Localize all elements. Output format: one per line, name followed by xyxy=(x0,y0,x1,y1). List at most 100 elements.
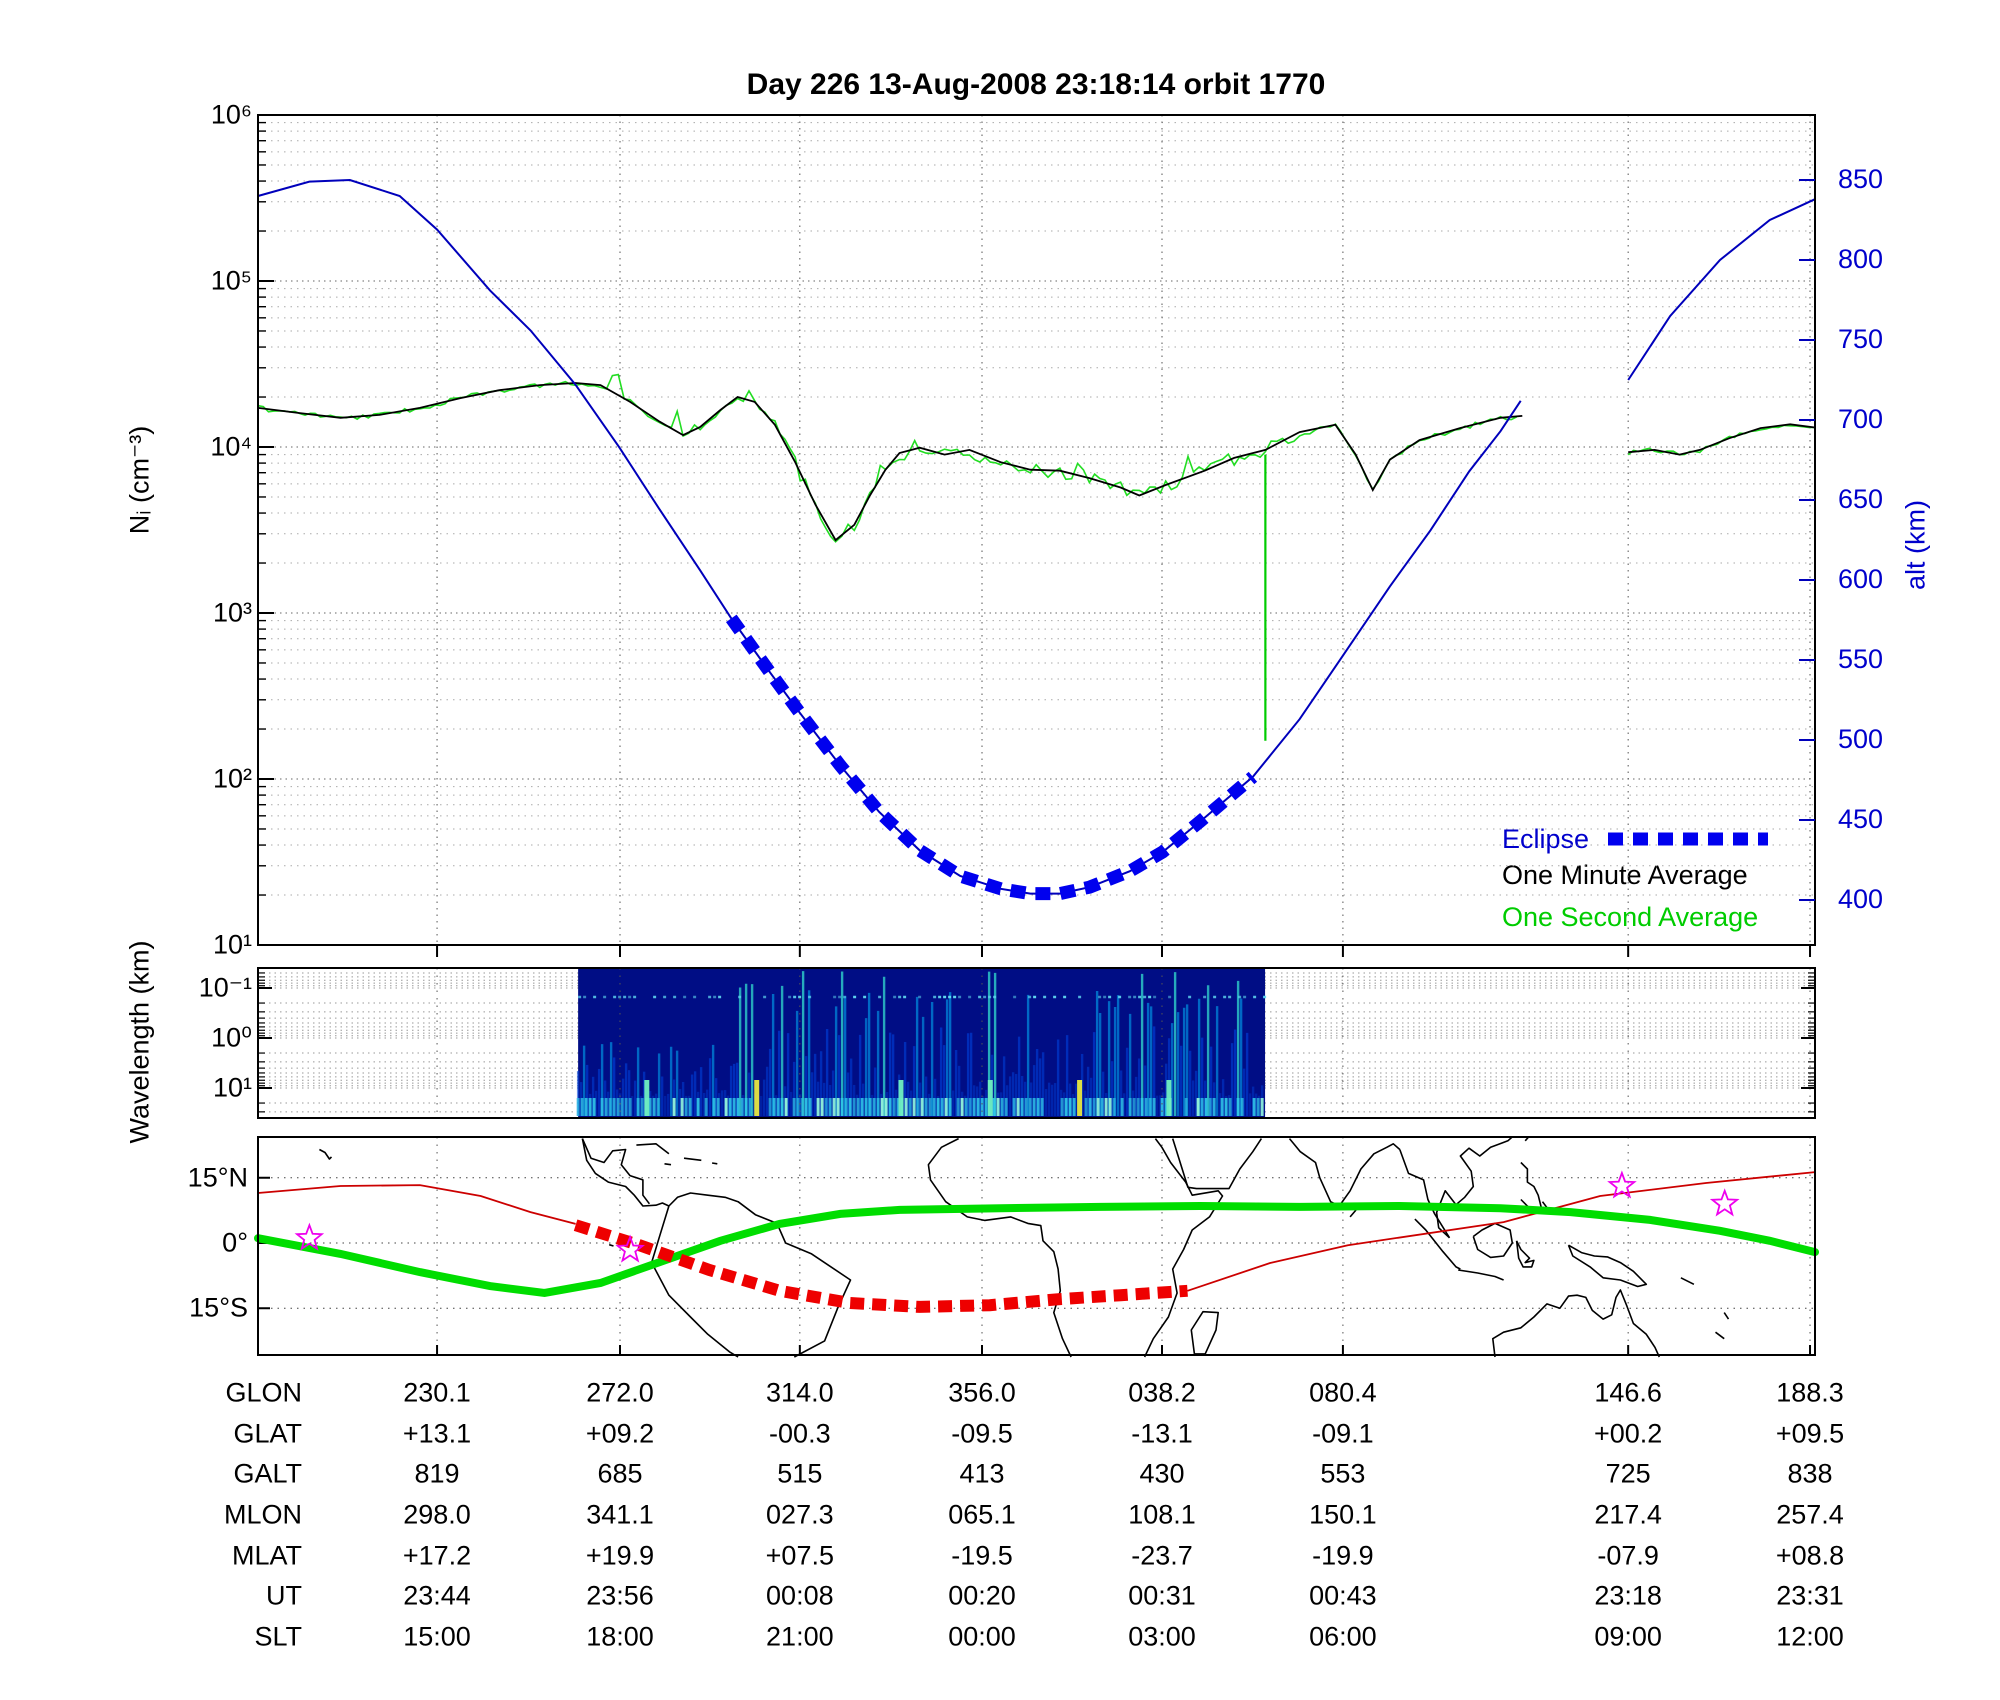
table-row-label-mlat: MLAT xyxy=(231,1540,302,1571)
altitude-curve xyxy=(257,178,1522,895)
table-cell-slt-3: 00:00 xyxy=(948,1621,1016,1652)
coastline xyxy=(1567,1244,1648,1288)
map-frame xyxy=(257,1136,1816,1356)
table-cell-mlon-4: 108.1 xyxy=(1128,1499,1196,1530)
table-cell-ut-5: 00:43 xyxy=(1309,1580,1377,1611)
coastline xyxy=(664,1163,672,1166)
lat-label: 15°S xyxy=(189,1292,248,1323)
alt-tick-label: 750 xyxy=(1838,324,1884,354)
coastline xyxy=(1171,1138,1263,1190)
table-cell-galt-0: 819 xyxy=(414,1458,460,1489)
table-cell-glat-7: +09.5 xyxy=(1775,1418,1845,1449)
coastline xyxy=(650,1205,739,1358)
eclipse-segment xyxy=(726,614,1258,901)
table-cell-galt-7: 838 xyxy=(1787,1458,1833,1489)
table-cell-ut-1: 23:56 xyxy=(586,1580,654,1611)
table-cell-glon-3: 356.0 xyxy=(948,1377,1016,1408)
table-cell-glon-7: 188.3 xyxy=(1776,1377,1844,1408)
wavelength-tick-label: 10⁰ xyxy=(211,1022,252,1053)
table-row-label-ut: UT xyxy=(266,1580,302,1611)
wavelength-tick-label: 10¹ xyxy=(212,1072,252,1103)
one-second-average-trace xyxy=(257,373,1518,543)
one-minute-average-trace xyxy=(257,382,1523,542)
table-cell-mlat-7: +08.8 xyxy=(1775,1540,1845,1571)
table-cell-mlon-6: 217.4 xyxy=(1594,1499,1662,1530)
table-cell-galt-5: 553 xyxy=(1320,1458,1366,1489)
table-cell-galt-4: 430 xyxy=(1139,1458,1185,1489)
table-cell-galt-6: 725 xyxy=(1605,1458,1651,1489)
table-row-label-galt: GALT xyxy=(233,1458,302,1489)
lat-label: 15°N xyxy=(187,1162,248,1193)
table-cell-mlat-0: +17.2 xyxy=(402,1540,472,1571)
ni-tick-label: 10⁶ xyxy=(210,99,252,130)
alt-tick-label: 800 xyxy=(1838,244,1884,274)
page-title: Day 226 13-Aug-2008 23:18:14 orbit 1770 xyxy=(746,68,1326,101)
ascending-node-star xyxy=(1607,1170,1637,1199)
ground-track-map-panel xyxy=(254,1136,1819,1358)
alt-tick-label: 400 xyxy=(1838,884,1884,914)
table-cell-ut-2: 00:08 xyxy=(766,1580,834,1611)
table-cell-glat-3: -09.5 xyxy=(951,1418,1013,1449)
altitude-curve-wrap xyxy=(1627,198,1816,381)
legend-eclipse-label: Eclipse xyxy=(1502,824,1590,854)
table-cell-slt-5: 06:00 xyxy=(1309,1621,1377,1652)
ni-tick-label: 10¹ xyxy=(212,929,252,960)
alt-tick-label: 500 xyxy=(1838,724,1884,754)
table-cell-mlon-1: 341.1 xyxy=(586,1499,654,1530)
wavelength-spectrogram-panel xyxy=(257,967,1816,1119)
table-cell-glat-4: -13.1 xyxy=(1131,1418,1193,1449)
table-cell-ut-0: 23:44 xyxy=(403,1580,471,1611)
coastline xyxy=(1458,1269,1504,1281)
coastline xyxy=(319,1148,333,1160)
coastline xyxy=(1143,1138,1224,1358)
table-cell-mlat-3: -19.5 xyxy=(951,1540,1013,1571)
satellite-ground-track xyxy=(254,1201,1819,1298)
table-row-label-glon: GLON xyxy=(225,1377,302,1408)
table-cell-ut-6: 23:18 xyxy=(1594,1580,1662,1611)
table-cell-galt-2: 515 xyxy=(777,1458,823,1489)
table-cell-glon-2: 314.0 xyxy=(766,1377,834,1408)
magnetic-equator-line xyxy=(1187,1171,1816,1292)
alt-tick-label: 450 xyxy=(1838,804,1884,834)
coastline xyxy=(683,1157,702,1162)
one-minute-average-trace xyxy=(1628,423,1816,456)
table-cell-slt-7: 12:00 xyxy=(1776,1621,1844,1652)
table-cell-mlon-7: 257.4 xyxy=(1776,1499,1844,1530)
table-cell-mlat-1: +19.9 xyxy=(585,1540,655,1571)
coastline xyxy=(1288,1138,1401,1207)
coastline xyxy=(1715,1331,1725,1340)
table-row-label-glat: GLAT xyxy=(233,1418,302,1449)
table-cell-slt-6: 09:00 xyxy=(1594,1621,1662,1652)
magnetic-equator-line xyxy=(257,1184,576,1225)
legend-one-minute-label: One Minute Average xyxy=(1502,860,1748,890)
lat-label: 0° xyxy=(222,1227,248,1258)
ni-tick-label: 10⁴ xyxy=(210,431,252,462)
table-cell-glat-5: -09.1 xyxy=(1312,1418,1374,1449)
table-cell-mlon-2: 027.3 xyxy=(766,1499,834,1530)
coastline xyxy=(581,1138,670,1207)
top-plot-frame xyxy=(257,114,1816,946)
table-cell-glat-2: -00.3 xyxy=(769,1418,831,1449)
table-cell-glon-4: 038.2 xyxy=(1128,1377,1196,1408)
table-cell-slt-1: 18:00 xyxy=(586,1621,654,1652)
alt-tick-label: 850 xyxy=(1838,164,1884,194)
eclipse-ground-track xyxy=(573,1219,1188,1313)
ascending-node-star xyxy=(1709,1188,1740,1217)
table-cell-glat-1: +09.2 xyxy=(585,1418,655,1449)
coastline xyxy=(1190,1310,1219,1355)
alt-tick-label: 550 xyxy=(1838,644,1884,674)
coastline xyxy=(1723,1312,1730,1320)
table-row-label-mlon: MLON xyxy=(223,1499,302,1530)
table-row-label-slt: SLT xyxy=(254,1621,302,1652)
table-cell-mlon-0: 298.0 xyxy=(403,1499,471,1530)
alt-tick-label: 650 xyxy=(1838,484,1884,514)
coastline xyxy=(711,1162,718,1165)
table-cell-ut-4: 00:31 xyxy=(1128,1580,1196,1611)
table-cell-mlat-2: +07.5 xyxy=(765,1540,834,1571)
coastline xyxy=(581,1138,651,1205)
coastline xyxy=(1414,1218,1461,1270)
table-cell-mlon-5: 150.1 xyxy=(1309,1499,1377,1530)
table-cell-glon-1: 272.0 xyxy=(586,1377,654,1408)
table-cell-ut-3: 00:20 xyxy=(948,1580,1016,1611)
